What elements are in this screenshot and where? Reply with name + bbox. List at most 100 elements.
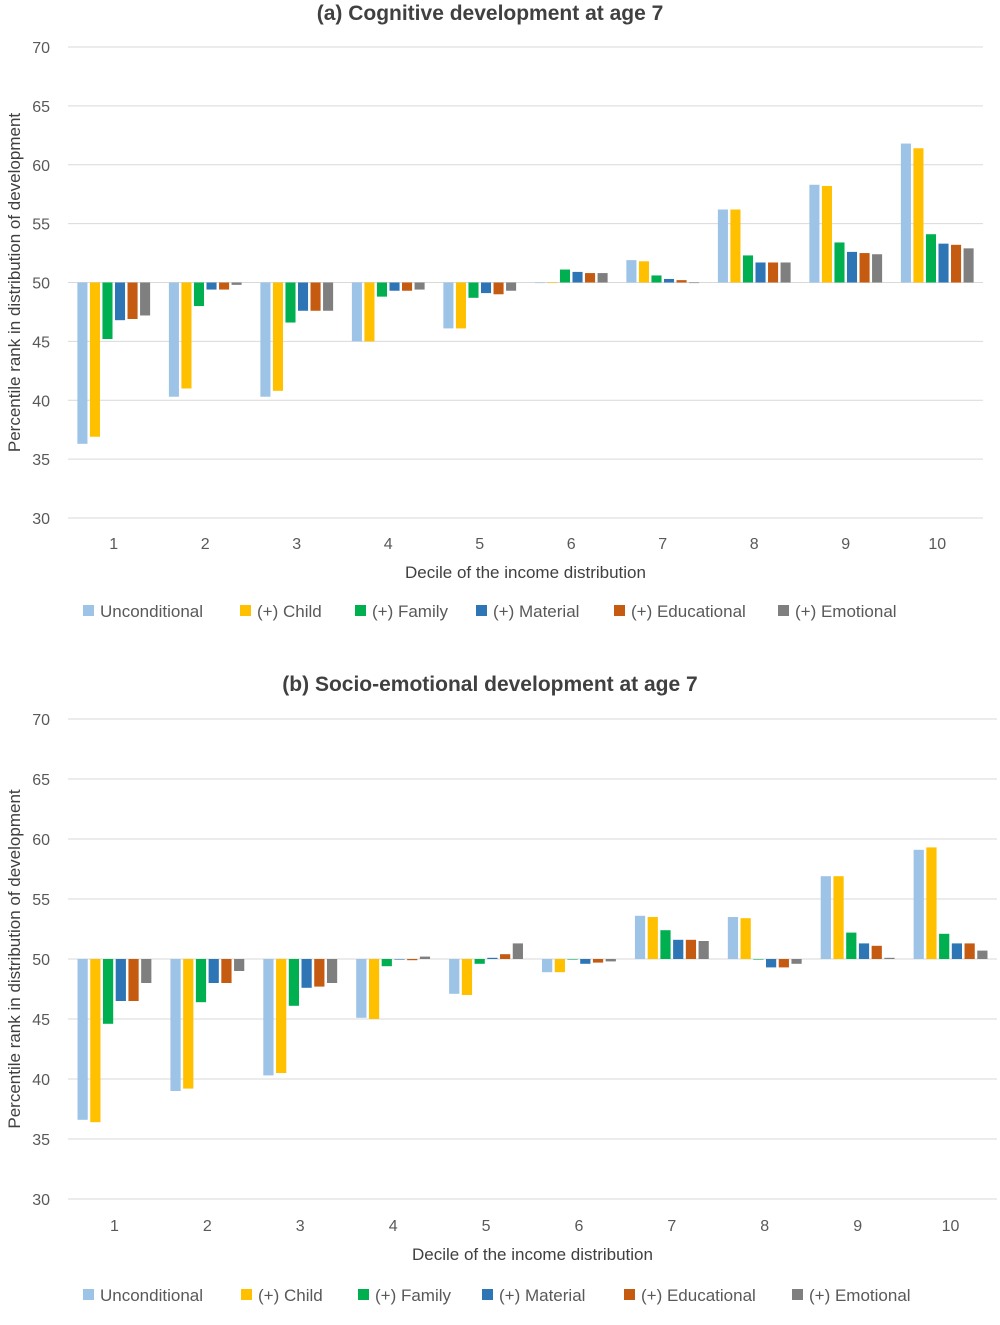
legend-swatch (476, 605, 487, 616)
bar (356, 959, 367, 1018)
bar (364, 282, 375, 342)
legend-item: (+) Family (355, 602, 449, 621)
bar (698, 941, 709, 959)
bar (951, 943, 963, 959)
bar (871, 945, 882, 959)
bar (592, 959, 604, 963)
bar (381, 959, 392, 967)
bar (742, 255, 754, 283)
y-tick-label: 70 (32, 712, 50, 729)
legend-label: (+) Child (258, 1286, 323, 1305)
bar (394, 959, 405, 960)
bar (506, 282, 517, 291)
bar (480, 282, 492, 294)
bar (285, 282, 296, 323)
bar (685, 939, 697, 959)
bar (77, 282, 88, 444)
bar (323, 282, 334, 311)
legend-swatch (83, 605, 94, 616)
legend-item: (+) Material (482, 1286, 585, 1305)
x-tick-label: 1 (109, 536, 118, 553)
legend-swatch (355, 605, 366, 616)
bar (755, 262, 766, 283)
bar (647, 917, 658, 959)
bar (977, 950, 988, 959)
legend-label: (+) Family (375, 1286, 452, 1305)
bar (572, 271, 583, 283)
x-tick-label: 5 (475, 536, 484, 553)
bar (663, 278, 675, 283)
y-tick-label: 50 (32, 276, 50, 293)
bar (626, 260, 637, 283)
x-tick-label: 6 (574, 1218, 583, 1235)
x-tick-label: 2 (201, 536, 210, 553)
bar (114, 282, 126, 321)
y-axis-label: Percentile rank in distribution of devel… (5, 789, 24, 1129)
legend-swatch (241, 1289, 252, 1300)
bar (730, 209, 741, 283)
legend-label: Unconditional (100, 602, 203, 621)
bar (660, 930, 671, 959)
bar (939, 933, 950, 959)
legend-label: (+) Educational (641, 1286, 756, 1305)
bar (310, 282, 321, 311)
x-axis-label: Decile of the income distribution (405, 563, 646, 582)
y-axis-label: Percentile rank in distribution of devel… (5, 113, 24, 453)
bar (846, 932, 857, 959)
legend-swatch (792, 1289, 803, 1300)
y-tick-label: 70 (32, 40, 50, 57)
legend-swatch (482, 1289, 493, 1300)
bar (219, 282, 230, 290)
x-tick-label: 2 (203, 1218, 212, 1235)
x-tick-label: 5 (482, 1218, 491, 1235)
bar (208, 959, 219, 983)
bar (301, 959, 312, 988)
bar (402, 282, 413, 291)
x-tick-label: 10 (942, 1218, 960, 1235)
bar (272, 282, 283, 391)
chart-title: (a) Cognitive development at age 7 (317, 2, 664, 25)
bar (872, 254, 883, 283)
legend-item: Unconditional (83, 602, 203, 621)
bar (195, 959, 207, 1003)
bar (128, 959, 139, 1001)
legend-swatch (240, 605, 251, 616)
bar (833, 876, 844, 959)
bar (468, 282, 479, 298)
bar (512, 943, 523, 959)
bar (77, 959, 88, 1120)
bar (938, 243, 949, 283)
bar (260, 282, 271, 397)
y-tick-label: 65 (32, 772, 50, 789)
bar (534, 282, 545, 284)
bar (140, 282, 151, 316)
bar (542, 959, 553, 973)
bar (193, 282, 205, 307)
bar (951, 244, 962, 283)
y-tick-label: 35 (32, 1132, 50, 1149)
legend-swatch (358, 1289, 369, 1300)
bar (89, 282, 100, 437)
x-tick-label: 9 (853, 1218, 862, 1235)
bar (597, 273, 608, 283)
bar (766, 959, 777, 968)
x-tick-label: 4 (389, 1218, 398, 1235)
bar (859, 253, 870, 283)
x-tick-label: 6 (567, 536, 576, 553)
y-tick-label: 50 (32, 952, 50, 969)
bar (900, 143, 911, 283)
bar (127, 282, 138, 320)
y-tick-label: 55 (32, 892, 50, 909)
bar (820, 876, 831, 959)
bar (231, 282, 242, 285)
bar (925, 234, 937, 283)
x-tick-label: 8 (760, 1218, 769, 1235)
bar (493, 282, 504, 295)
y-tick-label: 40 (32, 1072, 50, 1089)
legend-item: (+) Child (240, 602, 322, 621)
bar (115, 959, 126, 1001)
bar (780, 262, 791, 283)
y-tick-label: 35 (32, 452, 50, 469)
bar (567, 959, 578, 960)
y-tick-label: 60 (32, 832, 50, 849)
